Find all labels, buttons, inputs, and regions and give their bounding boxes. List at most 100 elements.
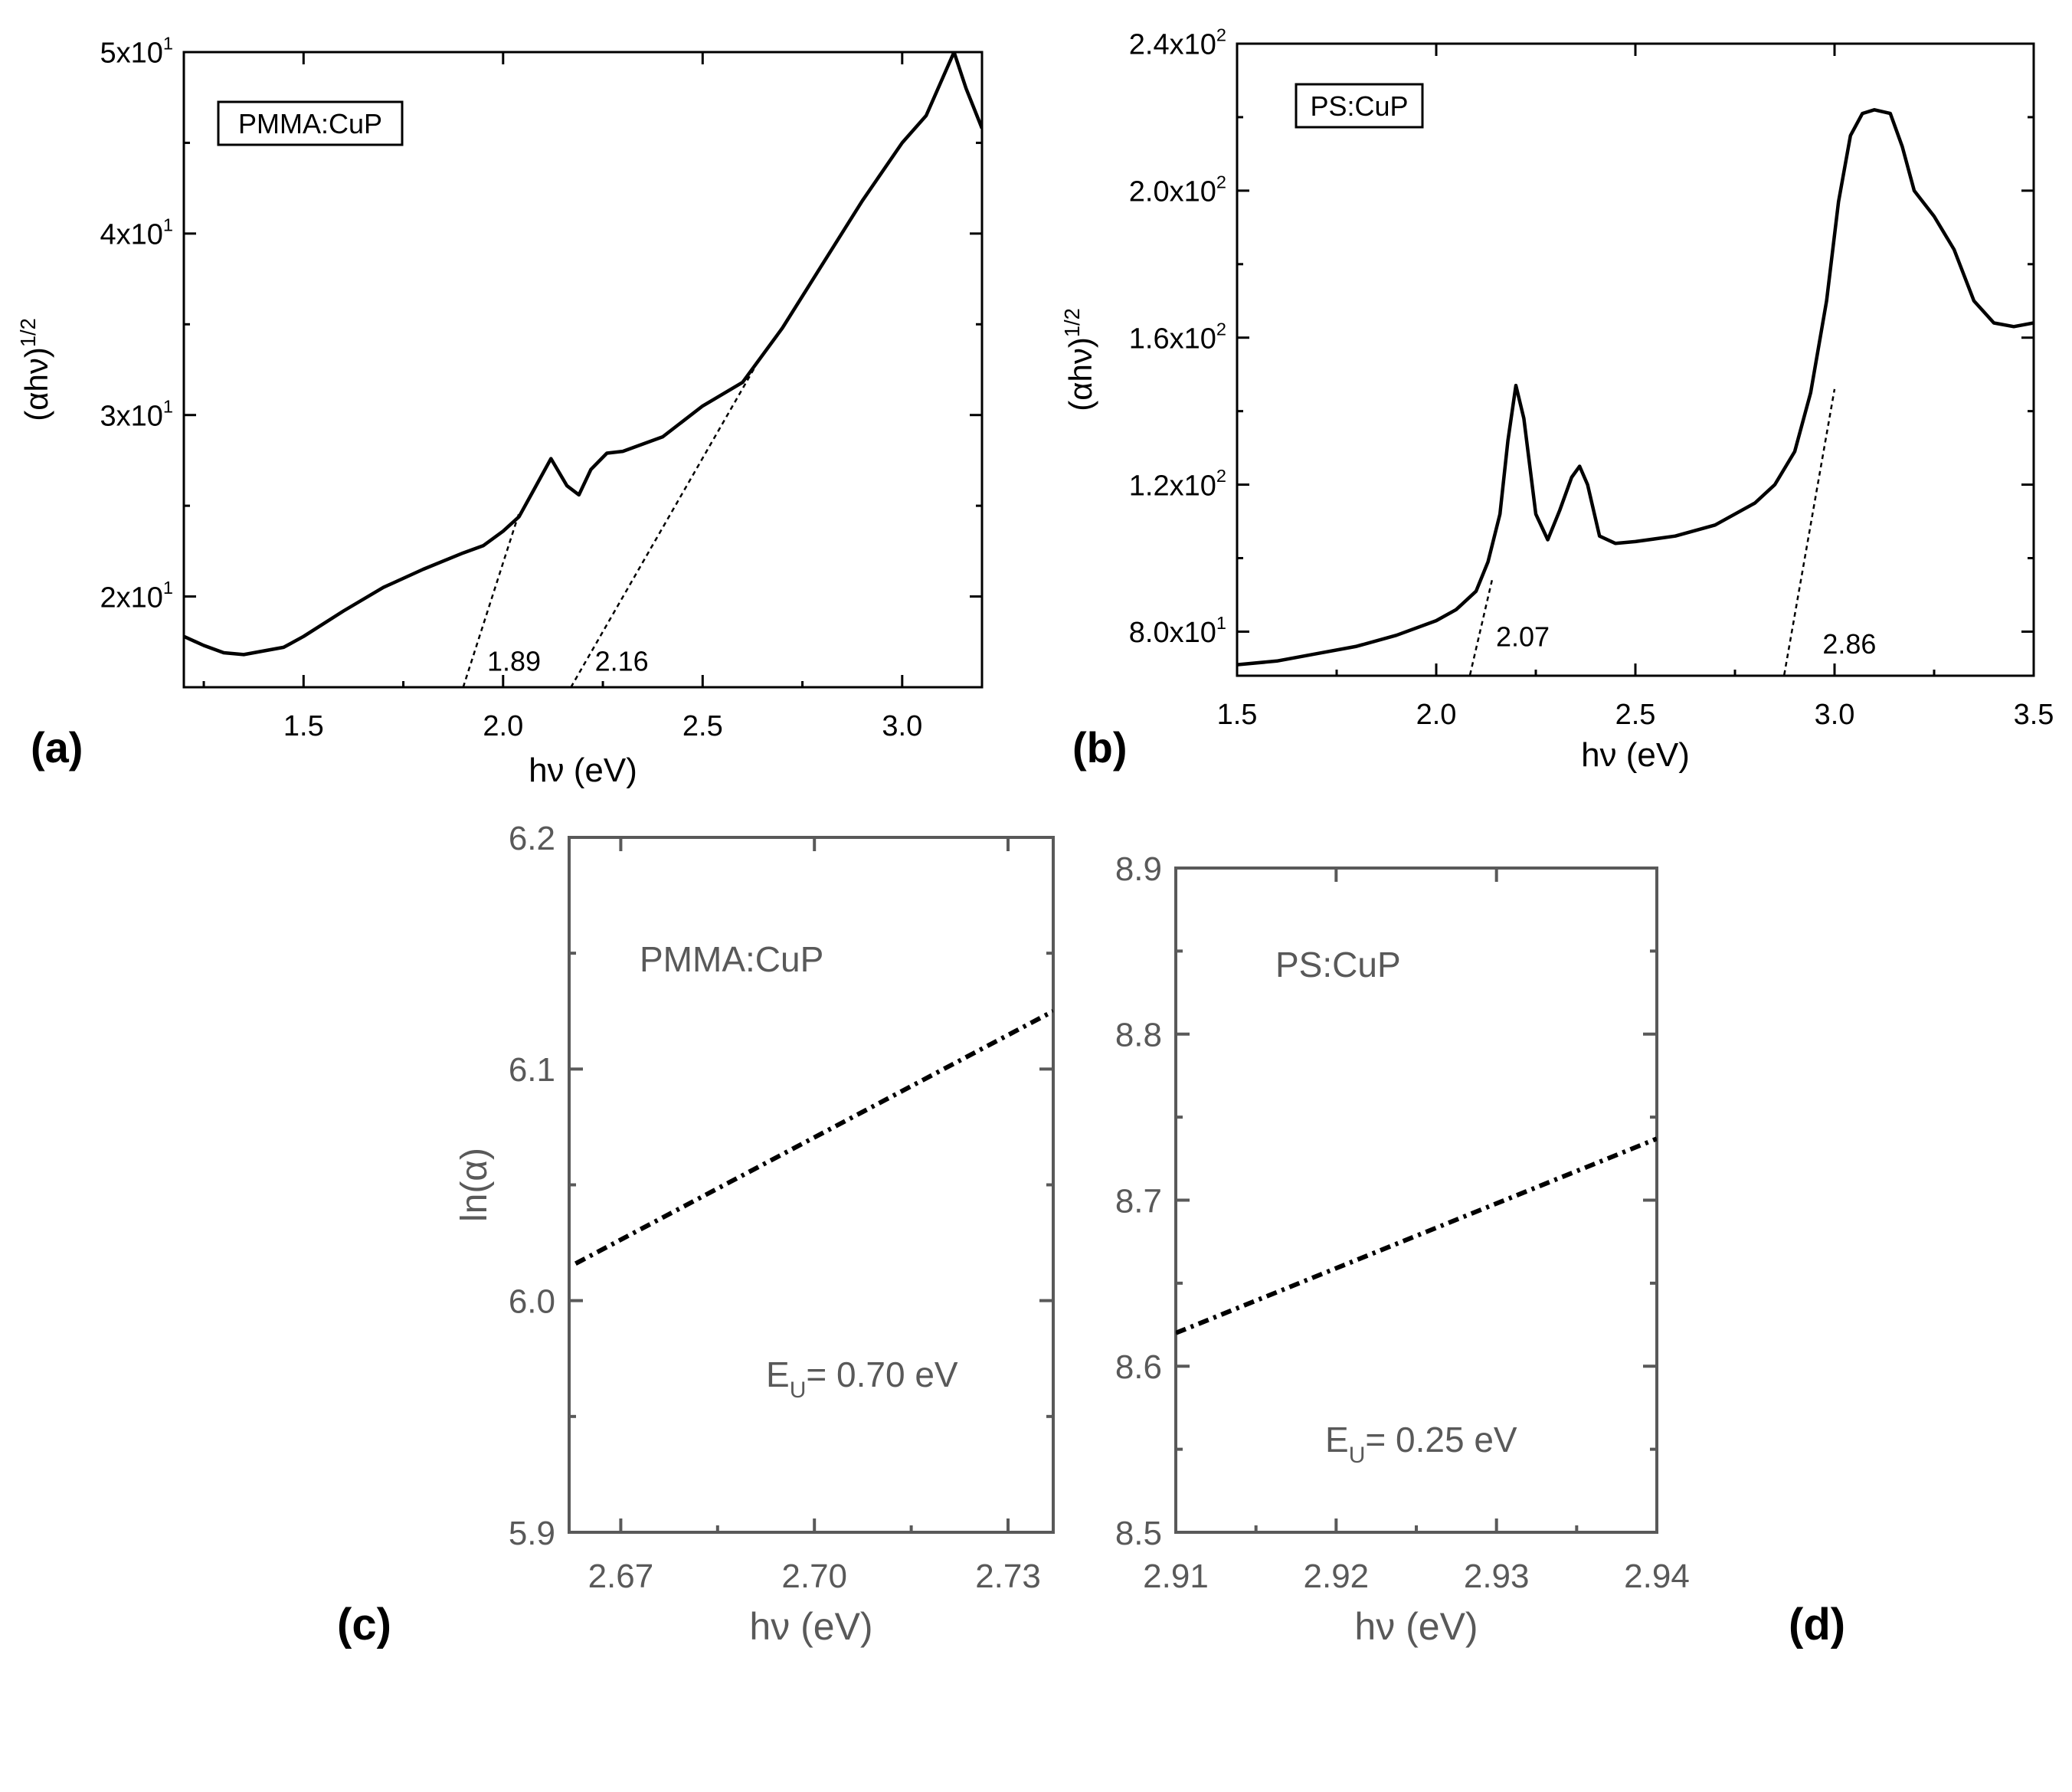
- x-tick-label: 1.5: [1217, 699, 1258, 731]
- x-tick-label: 2.93: [1464, 1558, 1530, 1595]
- y-tick-mantissa: 5x10: [100, 38, 162, 70]
- sample-label-box: [217, 100, 404, 146]
- y-tick-label: 5x101: [100, 34, 173, 70]
- y-tick-label: 1.6x102: [1129, 319, 1226, 355]
- y-tick-exponent: 1: [163, 578, 173, 598]
- y-tick-label: 8.9: [1115, 850, 1162, 888]
- panel-d: 2.91 2.92 2.93 2.94 8.5 8.6 8.7 8.8 8.9 hν (eV) (d…: [1115, 850, 1845, 1649]
- x-axis-label: hν (eV): [1354, 1605, 1478, 1648]
- intercept-label: 1.89: [487, 646, 541, 677]
- y-tick-exponent: 1: [1216, 613, 1226, 633]
- y-tick-label: 8.5: [1115, 1515, 1162, 1552]
- intercept-label: 2.07: [1496, 621, 1550, 653]
- urbach-energy-annotation: EU= 0.70 eV: [766, 1355, 958, 1403]
- sample-label: PS:CuP: [1310, 90, 1408, 122]
- y-tick-mantissa: 1.6x10: [1129, 323, 1216, 355]
- y-tick-label: 6.0: [509, 1283, 555, 1321]
- series-line: [574, 1009, 1053, 1266]
- x-tick-label: 2.91: [1143, 1558, 1209, 1595]
- y-tick-label: 6.2: [509, 820, 555, 857]
- y-tick-exponent: 2: [1216, 25, 1226, 45]
- y-axis-label-main: (αhν): [1062, 337, 1098, 411]
- x-axis-label: hν (eV): [1581, 736, 1690, 774]
- sample-label: PMMA:CuP: [238, 108, 382, 139]
- y-tick-label: 8.0x101: [1129, 613, 1226, 649]
- intercept-label: 2.86: [1822, 628, 1876, 660]
- intercept-label: 2.16: [595, 646, 649, 677]
- sample-label: PS:CuP: [1275, 945, 1401, 984]
- x-tick-label: 3.5: [2014, 699, 2054, 731]
- panel-label: (a): [31, 723, 83, 772]
- x-axis-label: hν (eV): [529, 752, 637, 789]
- y-tick-exponent: 2: [1216, 466, 1226, 486]
- tangent-fit-line: [1468, 580, 1494, 676]
- tangent-fit-line: [570, 367, 756, 687]
- y-tick-label: 5.9: [509, 1515, 555, 1552]
- y-tick-mantissa: 4x10: [100, 219, 162, 251]
- x-tick-label: 3.0: [882, 710, 922, 742]
- y-tick-exponent: 2: [1216, 319, 1226, 339]
- panel-label: (d): [1789, 1600, 1845, 1649]
- y-tick-mantissa: 8.0x10: [1129, 617, 1216, 649]
- x-tick-label: 2.92: [1304, 1558, 1370, 1595]
- x-tick-label: 2.73: [975, 1558, 1041, 1595]
- urbach-energy-annotation: EU= 0.25 eV: [1325, 1420, 1517, 1468]
- panel-c: 2.67 2.70 2.73 5.9 6.0 6.1 6.2 hν (eV) ln(α) (c) P…: [337, 820, 1055, 1649]
- y-tick-mantissa: 2.4x10: [1129, 29, 1216, 61]
- series-line: [1237, 108, 2034, 667]
- tangent-fit-line: [1782, 388, 1836, 676]
- x-tick-label: 2.67: [588, 1558, 654, 1595]
- y-tick-label: 8.8: [1115, 1017, 1162, 1054]
- y-tick-mantissa: 1.2x10: [1129, 470, 1216, 502]
- y-axis-label: ln(α): [454, 1148, 495, 1222]
- urbach-e: E: [1325, 1420, 1349, 1459]
- x-axis-label: hν (eV): [749, 1605, 872, 1648]
- x-tick-label: 2.5: [682, 710, 723, 742]
- x-tick-label: 2.5: [1615, 699, 1656, 731]
- y-tick-exponent: 1: [163, 396, 173, 416]
- plot-frame: [1236, 42, 2035, 677]
- sample-label: PMMA:CuP: [640, 939, 823, 979]
- y-tick-exponent: 2: [1216, 172, 1226, 192]
- y-tick-mantissa: 2.0x10: [1129, 176, 1216, 208]
- urbach-sub: U: [1349, 1443, 1366, 1468]
- y-tick-mantissa: 3x10: [100, 400, 162, 432]
- y-axis-label-main: ln(α): [454, 1148, 495, 1222]
- y-axis-label-main: (αhν): [18, 347, 54, 421]
- y-tick-label: 2.4x102: [1129, 25, 1226, 61]
- y-tick-label: 6.1: [509, 1051, 555, 1089]
- urbach-value: = 0.25 eV: [1365, 1420, 1517, 1459]
- y-tick-label: 1.2x102: [1129, 466, 1226, 502]
- series-line: [1176, 1136, 1657, 1335]
- x-tick-label: 2.0: [483, 710, 523, 742]
- y-axis-label: (αhν)1/2: [16, 318, 54, 421]
- y-tick-mantissa: 2x10: [100, 581, 162, 614]
- plot-frame: [182, 51, 984, 689]
- urbach-e: E: [766, 1355, 790, 1394]
- x-tick-label: 2.70: [781, 1558, 847, 1595]
- urbach-value: = 0.70 eV: [806, 1355, 958, 1394]
- y-tick-label: 8.7: [1115, 1182, 1162, 1220]
- x-tick-label: 2.94: [1624, 1558, 1690, 1595]
- panel-label: (b): [1072, 723, 1128, 772]
- series-line: [184, 52, 982, 657]
- x-tick-label: 3.0: [1815, 699, 1855, 731]
- y-axis-label-sup: 1/2: [16, 318, 40, 347]
- x-tick-label: 2.0: [1416, 699, 1457, 731]
- y-tick-label: 4x101: [100, 215, 173, 251]
- y-tick-label: 3x101: [100, 396, 173, 432]
- panel-b: 1.5 2.0 2.5 3.0 3.58.0x1011.2x1021.6x1022.0x…: [1060, 25, 2054, 774]
- y-tick-exponent: 1: [163, 215, 173, 234]
- tangent-fit-line: [462, 513, 520, 687]
- x-tick-label: 1.5: [283, 710, 324, 742]
- urbach-sub: U: [790, 1378, 807, 1403]
- y-tick-label: 2.0x102: [1129, 172, 1226, 208]
- y-axis-label: (αhν)1/2: [1060, 308, 1098, 411]
- y-axis-label-sup: 1/2: [1060, 308, 1084, 337]
- y-tick-label: 8.6: [1115, 1348, 1162, 1386]
- sample-label-box: [1295, 83, 1424, 129]
- y-tick-exponent: 1: [163, 34, 173, 54]
- y-tick-label: 2x101: [100, 578, 173, 614]
